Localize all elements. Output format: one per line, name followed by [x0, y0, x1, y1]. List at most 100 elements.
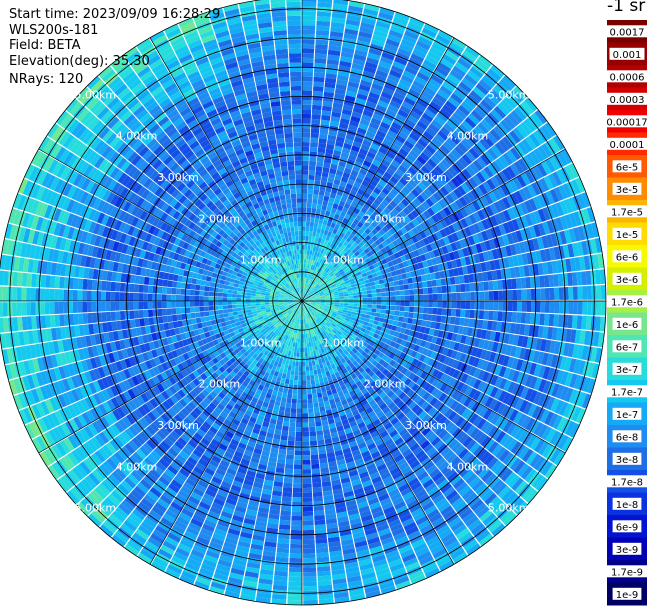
data-cell	[317, 311, 322, 315]
data-cell	[278, 302, 284, 304]
data-cell	[283, 312, 288, 316]
data-cell	[304, 310, 306, 315]
data-cell	[288, 296, 294, 299]
data-cell	[297, 287, 300, 293]
data-cell	[292, 279, 296, 284]
data-cell	[295, 293, 299, 298]
data-cell	[297, 305, 301, 310]
data-cell	[278, 303, 284, 305]
data-cell	[294, 333, 297, 338]
data-cell	[293, 318, 297, 324]
data-cell	[293, 289, 297, 294]
data-cell	[288, 302, 293, 304]
data-cell	[310, 303, 316, 306]
data-cell	[283, 297, 289, 299]
data-cell	[315, 313, 320, 318]
data-cell	[280, 291, 285, 295]
data-cell	[294, 304, 299, 308]
data-cell	[300, 305, 302, 311]
data-cell	[323, 290, 329, 294]
data-cell	[319, 282, 324, 287]
data-cell	[295, 309, 299, 314]
data-cell	[313, 282, 317, 287]
data-cell	[284, 304, 289, 307]
data-cell	[299, 273, 301, 278]
data-cell	[308, 279, 312, 284]
data-cell	[295, 283, 298, 288]
data-cell	[303, 305, 307, 310]
data-cell	[314, 314, 319, 319]
data-cell	[303, 319, 305, 325]
data-cell	[299, 277, 301, 283]
data-cell	[299, 291, 301, 297]
data-cell	[274, 296, 279, 299]
data-cell	[290, 317, 294, 322]
data-cell	[312, 276, 316, 281]
data-cell	[303, 287, 305, 292]
data-cell	[305, 295, 310, 299]
data-cell	[303, 310, 305, 315]
data-cell	[306, 302, 311, 306]
data-cell	[278, 297, 284, 299]
data-cell	[293, 297, 298, 300]
data-cell	[283, 312, 289, 317]
data-cell	[288, 303, 294, 306]
data-cell	[314, 293, 320, 296]
data-cell	[285, 314, 290, 319]
data-cell	[307, 333, 310, 338]
data-cell	[313, 315, 317, 320]
data-cell	[268, 316, 274, 320]
data-cell	[304, 287, 307, 293]
data-cell	[299, 282, 301, 288]
data-cell	[285, 320, 290, 325]
data-cell	[302, 310, 304, 315]
data-cell	[313, 320, 318, 326]
data-cell	[289, 311, 294, 316]
data-cell	[301, 301, 302, 306]
data-cell	[324, 295, 330, 298]
data-cell	[280, 290, 286, 294]
data-cell	[273, 301, 279, 303]
data-cell	[315, 284, 320, 289]
data-cell	[314, 283, 319, 288]
data-cell	[295, 304, 299, 308]
data-cell	[293, 302, 298, 304]
data-cell	[297, 309, 300, 315]
data-cell	[291, 291, 295, 296]
data-cell	[290, 274, 294, 280]
data-cell	[271, 320, 277, 325]
data-cell	[307, 308, 311, 313]
data-cell	[306, 319, 309, 324]
data-cell	[310, 322, 314, 328]
data-cell	[265, 306, 270, 309]
data-cell	[289, 280, 293, 286]
data-cell	[304, 277, 306, 283]
data-cell	[315, 285, 321, 290]
data-cell	[294, 303, 299, 307]
data-cell	[303, 305, 306, 310]
data-cell	[322, 287, 327, 291]
data-cell	[309, 274, 312, 280]
data-cell	[274, 307, 280, 310]
data-cell	[315, 302, 321, 304]
data-cell	[290, 306, 295, 310]
data-cell	[288, 287, 292, 292]
data-cell	[300, 315, 302, 320]
data-cell	[309, 322, 313, 328]
data-cell	[303, 333, 306, 339]
data-cell	[315, 294, 320, 297]
data-cell	[310, 303, 316, 306]
data-cell	[288, 295, 294, 298]
data-cell	[319, 305, 325, 309]
data-cell	[305, 303, 310, 307]
data-cell	[302, 300, 307, 301]
data-cell	[292, 301, 298, 303]
data-cell	[323, 309, 329, 313]
data-cell	[316, 286, 321, 290]
data-cell	[306, 299, 312, 301]
data-cell	[274, 298, 279, 300]
data-cell	[299, 305, 301, 310]
data-cell	[264, 295, 270, 298]
data-cell	[312, 288, 317, 293]
data-cell	[279, 292, 285, 296]
